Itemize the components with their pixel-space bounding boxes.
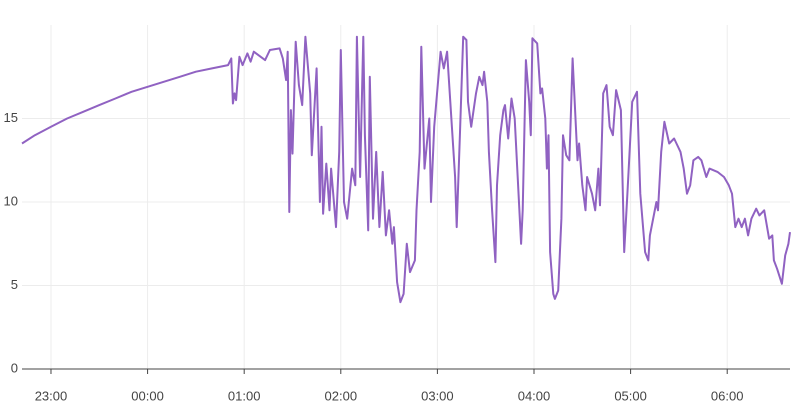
x-tick-label: 03:00 <box>421 388 454 403</box>
y-tick-label: 0 <box>11 360 18 375</box>
x-tick-label: 02:00 <box>325 388 358 403</box>
data-line <box>21 35 791 304</box>
y-tick-label: 15 <box>4 110 18 125</box>
x-tick-label: 06:00 <box>711 388 744 403</box>
y-tick-label: 10 <box>4 193 18 208</box>
x-tick-label: 01:00 <box>228 388 261 403</box>
x-tick-label: 00:00 <box>131 388 164 403</box>
x-tick-label: 04:00 <box>518 388 551 403</box>
x-tick-label: 05:00 <box>614 388 647 403</box>
x-tick-label: 23:00 <box>35 388 68 403</box>
y-tick-label: 5 <box>11 277 18 292</box>
